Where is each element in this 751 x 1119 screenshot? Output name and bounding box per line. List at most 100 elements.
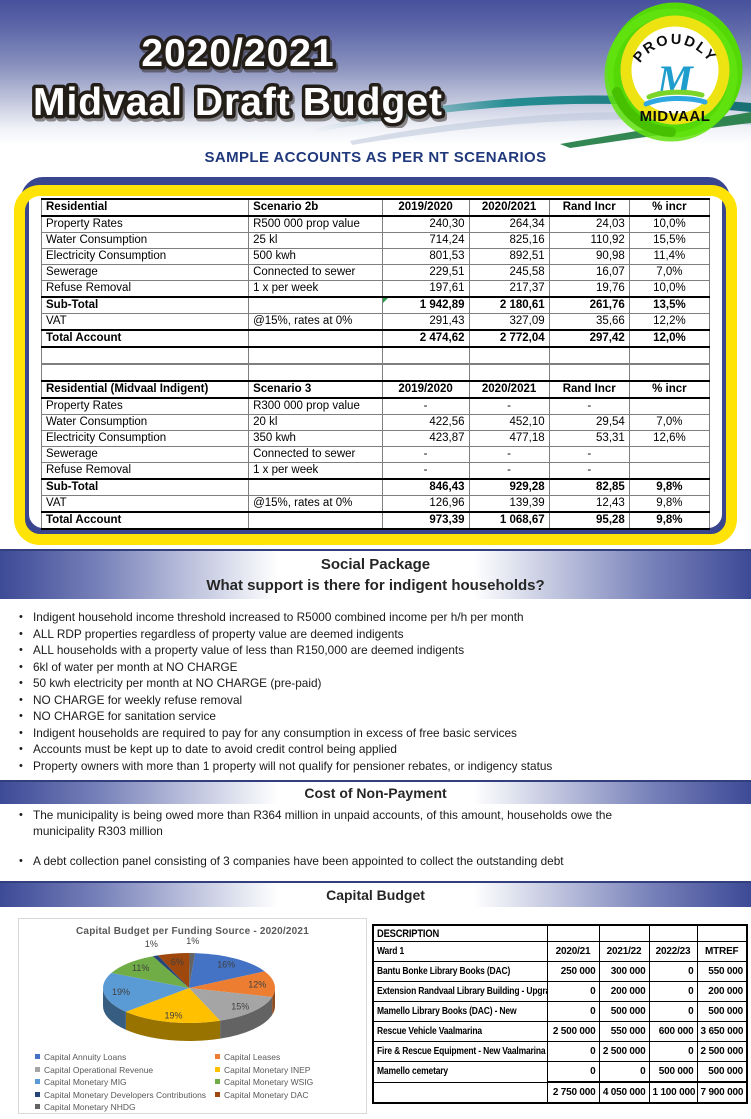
social-package-subtitle: What support is there for indigent house… (206, 577, 545, 594)
table-row: Refuse Removal 1 x per week - - - (40, 462, 711, 480)
table-cell: Mamello cemetary (372, 1061, 548, 1083)
table-cell: Residential (Midvaal Indigent) (40, 380, 250, 399)
midvaal-logo: PROUDLY M MIDVAAL (604, 2, 743, 142)
table-cell (248, 346, 383, 364)
table-cell: 200 000 (696, 981, 748, 1002)
table-cell (40, 346, 250, 364)
table-row: Mamello cemetary 0 0 500 000 500 000 (372, 1061, 748, 1083)
table-cell: 35,66 (548, 313, 630, 331)
pie-slice (189, 988, 273, 1021)
table-row: Total Account 973,39 1 068,67 95,28 9,8% (40, 511, 711, 530)
table-cell: 291,43 (381, 313, 470, 331)
chart-legend: Capital Annuity Loans Capital Leases Capit… (35, 1052, 366, 1112)
legend-label: Capital Monetary DAC (224, 1089, 309, 1100)
table-cell: 2 772,04 (468, 329, 550, 348)
table-row: Mamello Library Books (DAC) - New 0 500 00… (372, 1001, 748, 1022)
table-cell: Water Consumption (40, 414, 250, 431)
table-row: Sewerage Connected to sewer - - - (40, 446, 711, 463)
legend-item: Capital Operational Revenue (35, 1065, 215, 1075)
table-cell: 12,6% (628, 430, 711, 447)
bullet-item: 50 kwh electricity per month at NO CHARG… (14, 675, 738, 692)
social-package-band: Social Package What support is there for… (0, 549, 751, 599)
table-cell: 327,09 (468, 313, 550, 331)
table-cell: 250 000 (546, 961, 600, 982)
chart-title: Capital Budget per Funding Source - 2020… (76, 926, 309, 937)
table-cell: 20 kl (248, 414, 383, 431)
pie-percentage-label: 1% (145, 939, 158, 949)
residential-scenario-table: Residential Scenario 2b 2019/2020 2020/2021… (40, 198, 711, 364)
table-cell (248, 329, 383, 348)
table-cell: 2 750 000 (546, 1081, 600, 1104)
pie-slice (125, 988, 221, 1023)
pie-percentage-label: 15% (231, 1002, 249, 1012)
table-cell: 846,43 (381, 478, 470, 496)
table-cell: - (548, 446, 630, 463)
capital-budget-band: Capital Budget (0, 881, 751, 907)
pie-slice-side (103, 988, 126, 1030)
table-row: VAT @15%, rates at 0% 291,43 327,09 35,66 12,… (40, 313, 711, 331)
table-cell: 240,30 (381, 215, 470, 233)
table-cell: 7,0% (628, 264, 711, 281)
table-cell: 2019/2020 (381, 380, 470, 399)
social-package-bullets: Indigent household income threshold incr… (14, 609, 738, 774)
table-cell: 4 050 000 (598, 1081, 650, 1104)
legend-item: Capital Monetary WSIG (215, 1077, 366, 1087)
table-cell: 929,28 (468, 478, 550, 496)
table-cell (372, 1081, 548, 1104)
table-cell: R300 000 prop value (248, 397, 383, 415)
table-cell: Water Consumption (40, 232, 250, 249)
column-header: DESCRIPTION (372, 924, 548, 942)
pie-slice-side (272, 988, 275, 1015)
legend-item: Capital Monetary NHDG (35, 1102, 215, 1112)
header-banner: 2020/2021 Midvaal Draft Budget PROUDLY M… (0, 0, 751, 148)
legend-item: Capital Leases (215, 1052, 366, 1062)
table-cell: 892,51 (468, 248, 550, 265)
table-cell: 7,0% (628, 414, 711, 431)
column-header: Ward 1 (372, 941, 548, 962)
table-cell: - (548, 397, 630, 415)
table-cell: 7 900 000 (696, 1081, 748, 1104)
table-row: VAT @15%, rates at 0% 126,96 139,39 12,43 9,8… (40, 495, 711, 513)
bullet-item: NO CHARGE for sanitation service (14, 708, 738, 725)
table-cell: 9,8% (628, 511, 711, 530)
legend-item: Capital Annuity Loans (35, 1052, 215, 1062)
table-cell: 264,34 (468, 215, 550, 233)
table-cell: 139,39 (468, 495, 550, 513)
bullet-item: Accounts must be kept up to date to avoi… (14, 741, 738, 758)
table-cell: Electricity Consumption (40, 430, 250, 447)
legend-item: Capital Monetary INEP (215, 1065, 366, 1075)
legend-label: Capital Operational Revenue (44, 1064, 154, 1075)
indigent-scenario-table: Residential (Midvaal Indigent) Scenario 3… (40, 364, 711, 530)
capital-table-title-row: DESCRIPTION (372, 924, 748, 942)
table-cell: - (468, 446, 550, 463)
table-cell: 16,07 (548, 264, 630, 281)
pie-slice (189, 971, 275, 997)
table-cell: 973,39 (381, 511, 470, 530)
table-cell: 261,76 (548, 296, 630, 314)
funding-source-chart-box: Capital Budget per Funding Source - 2020… (18, 918, 367, 1114)
table-cell: 19,76 (548, 280, 630, 298)
table-cell (381, 364, 470, 382)
pie-percentage-label: 16% (217, 959, 235, 969)
pie-slice-side (125, 1011, 221, 1041)
bullet-item: ALL RDP properties regardless of propert… (14, 626, 738, 643)
table-cell: 0 (648, 1001, 698, 1022)
table-row: Fire & Rescue Equipment - New Vaalmarina… (372, 1041, 748, 1062)
table-cell: @15%, rates at 0% (248, 495, 383, 513)
pie-slice (189, 953, 195, 988)
legend-item: Capital Monetary DAC (215, 1090, 366, 1100)
non-payment-title: Cost of Non-Payment (304, 785, 447, 801)
table-cell: Rand Incr (548, 380, 630, 399)
table-cell: Rescue Vehicle Vaalmarina (372, 1021, 548, 1042)
table-cell: 500 000 (696, 1061, 748, 1083)
table-cell: 452,10 (468, 414, 550, 431)
table-cell: 0 (546, 981, 600, 1002)
table-cell: 95,28 (548, 511, 630, 530)
table-cell: 10,0% (628, 280, 711, 298)
table-cell: 550 000 (598, 1021, 650, 1042)
legend-color-swatch (35, 1104, 40, 1109)
table-cell: Connected to sewer (248, 446, 383, 463)
pie-percentage-label: 19% (165, 1010, 183, 1020)
table-cell: 13,5% (628, 296, 711, 314)
